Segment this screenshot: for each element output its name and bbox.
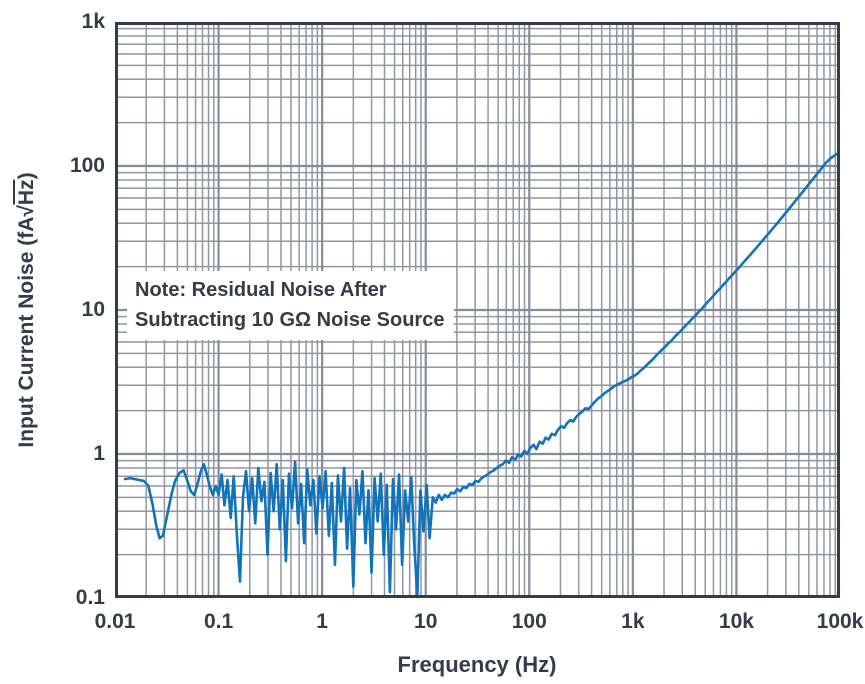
noise-curve	[123, 151, 840, 597]
x-tick-label: 0.1	[203, 610, 234, 633]
x-tick-label: 100k	[816, 610, 864, 633]
plot-frame	[115, 22, 840, 598]
x-tick-label: 10	[414, 610, 438, 633]
y-axis-title-prefix: Input Current Noise (fA	[15, 216, 38, 448]
x-tick-label: 1	[316, 610, 328, 633]
y-tick-label: 0.1	[75, 586, 105, 609]
y-axis-title-suffix: )	[15, 172, 38, 180]
x-tick-label: 0.01	[94, 610, 136, 633]
y-axis-title: Input Current Noise (fA√Hz)	[13, 172, 39, 448]
y-tick-label: 100	[69, 154, 105, 177]
annotation-line-2: Subtracting 10 GΩ Noise Source	[135, 309, 445, 331]
y-axis-title-radicand: Hz	[13, 179, 38, 206]
chart-annotation: Note: Residual Noise After Subtracting 1…	[127, 271, 455, 340]
sqrt-symbol: √	[15, 205, 38, 217]
x-axis-title: Frequency (Hz)	[397, 652, 557, 677]
y-tick-label: 1k	[81, 10, 105, 33]
y-tick-label: 10	[81, 298, 105, 321]
x-tick-label: 10k	[718, 610, 754, 633]
annotation-line-1: Note: Residual Noise After	[135, 279, 387, 301]
x-tick-label: 100	[511, 610, 547, 633]
y-tick-label: 1	[93, 442, 105, 465]
x-tick-label: 1k	[621, 610, 645, 633]
